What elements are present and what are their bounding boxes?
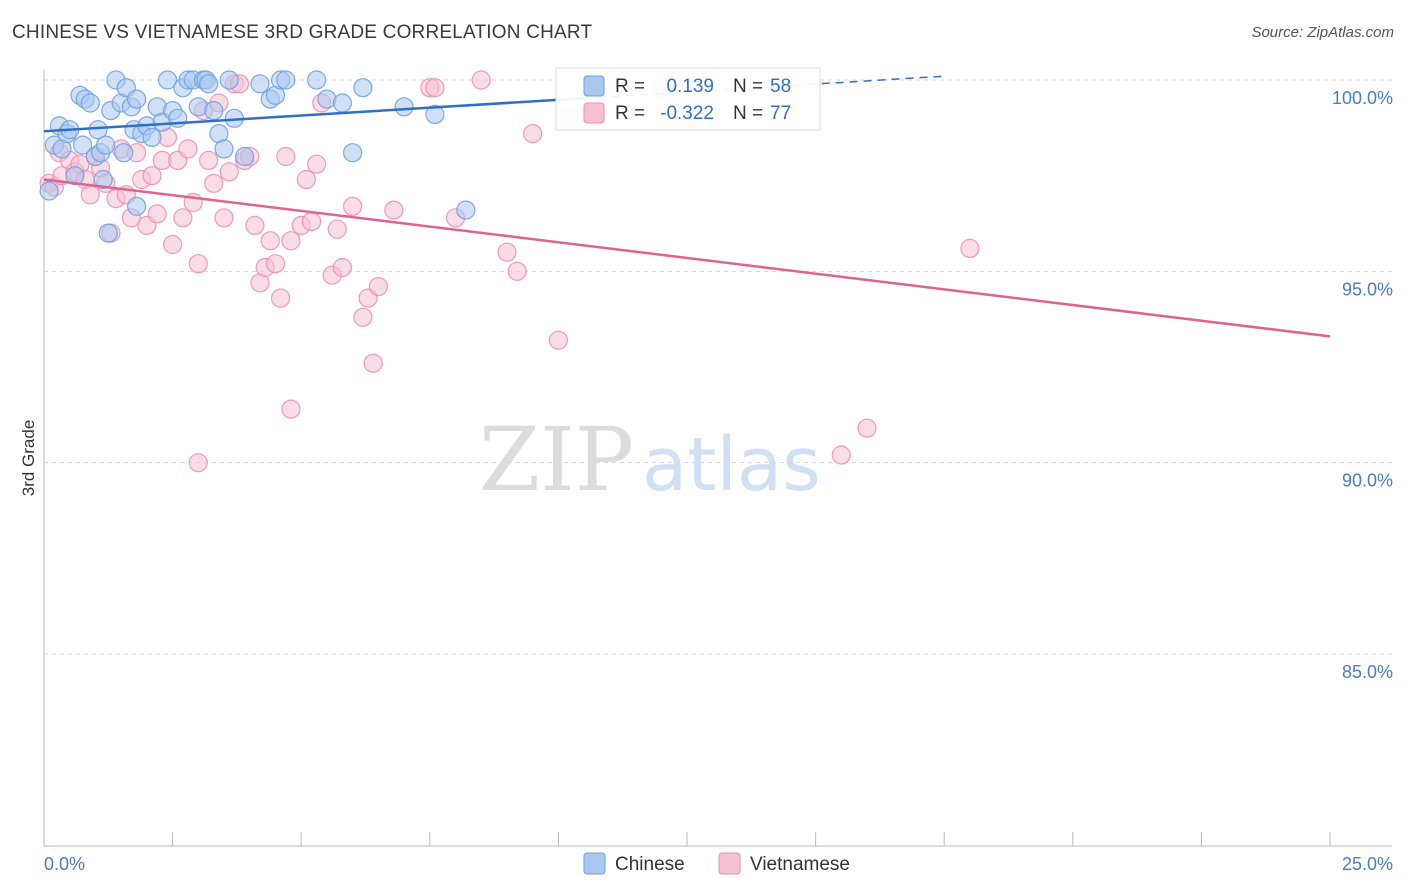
point-vietnamese-24 [163, 234, 183, 255]
point-chinese-26 [142, 127, 162, 147]
point-chinese-23 [127, 89, 147, 109]
point-chinese-45 [250, 74, 270, 94]
point-chinese-49 [276, 70, 296, 90]
point-chinese-50 [307, 70, 327, 90]
y-tick-label-90: 90.0% [1342, 471, 1393, 491]
bottom-legend-swatch-chinese [583, 852, 606, 875]
point-vietnamese-34 [214, 208, 234, 228]
legend-n-label-chinese: N = [733, 76, 763, 97]
y-tick-label-100: 100.0% [1332, 88, 1393, 108]
point-vietnamese-46 [276, 146, 296, 167]
point-chinese-52 [332, 93, 352, 113]
point-vietnamese-75 [960, 238, 980, 258]
point-vietnamese-54 [327, 219, 347, 239]
point-chinese-57 [456, 200, 476, 220]
point-chinese-38 [199, 74, 219, 94]
legend-r-label-chinese: R = [615, 76, 645, 97]
x-ticks [43, 832, 1331, 846]
point-vietnamese-21 [147, 204, 167, 224]
bottom-legend-label-vietnamese: Vietnamese [750, 854, 850, 875]
point-vietnamese-50 [301, 212, 322, 232]
legend-n-value-vietnamese: 77 [770, 103, 791, 124]
point-chinese-8 [72, 135, 93, 155]
point-chinese-19 [114, 143, 134, 163]
point-vietnamese-68 [523, 124, 543, 144]
series-legend: Chinese Vietnamese [583, 852, 850, 875]
point-vietnamese-43 [260, 231, 280, 251]
point-vietnamese-31 [199, 150, 219, 170]
source-label: Source: ZipAtlas.com [1251, 24, 1394, 41]
point-chinese-39 [204, 100, 224, 121]
legend-r-value-vietnamese: -0.322 [660, 103, 714, 124]
chart-title: CHINESE VS VIETNAMESE 3RD GRADE CORRELAT… [12, 22, 593, 43]
point-vietnamese-77 [281, 399, 301, 419]
bottom-legend-label-chinese: Chinese [615, 854, 685, 875]
point-vietnamese-67 [507, 261, 527, 281]
point-vietnamese-74 [857, 418, 877, 438]
point-vietnamese-49 [296, 169, 316, 190]
legend-n-value-chinese: 58 [770, 76, 791, 97]
legend-r-value-chinese: 0.139 [666, 76, 714, 97]
point-vietnamese-26 [173, 208, 193, 228]
legend-swatch-vietnamese [583, 102, 605, 124]
point-chinese-6 [65, 166, 85, 186]
stats-legend: R = 0.139 N = 58 R = -0.322 N = 77 [555, 67, 821, 131]
watermark-atlas: atlas [642, 422, 821, 508]
point-chinese-29 [157, 70, 178, 90]
point-chinese-41 [214, 139, 234, 159]
point-vietnamese-29 [188, 254, 208, 274]
point-vietnamese-57 [353, 307, 373, 327]
point-vietnamese-45 [271, 288, 291, 308]
y-axis-label: 3rd Grade [19, 420, 38, 497]
point-vietnamese-55 [332, 257, 352, 278]
point-chinese-44 [235, 146, 255, 167]
point-chinese-14 [93, 169, 113, 190]
point-vietnamese-61 [384, 200, 404, 220]
point-vietnamese-60 [368, 277, 388, 297]
point-vietnamese-63 [425, 78, 445, 98]
x-tick-label-min: 0.0% [44, 854, 85, 874]
series-chinese-points [39, 70, 476, 243]
point-vietnamese-32 [204, 173, 224, 193]
point-chinese-10 [80, 93, 100, 113]
point-vietnamese-51 [307, 154, 327, 174]
point-vietnamese-44 [265, 254, 286, 274]
point-chinese-54 [353, 78, 373, 98]
point-vietnamese-66 [497, 242, 517, 262]
point-vietnamese-27 [178, 139, 198, 159]
legend-n-label-vietnamese: N = [733, 103, 763, 124]
trend-line-chinese [43, 96, 585, 133]
y-tick-label-95: 95.0% [1342, 279, 1393, 299]
x-tick-label-max: 25.0% [1342, 854, 1393, 874]
bottom-legend-swatch-vietnamese [718, 852, 741, 875]
point-chinese-53 [343, 143, 363, 163]
point-vietnamese-59 [363, 353, 383, 373]
point-vietnamese-56 [343, 196, 363, 216]
point-vietnamese-8 [80, 185, 100, 205]
legend-swatch-chinese [583, 75, 605, 97]
point-chinese-42 [219, 70, 239, 90]
point-chinese-15 [96, 135, 116, 155]
point-vietnamese-69 [548, 330, 569, 350]
point-vietnamese-47 [281, 231, 301, 251]
point-chinese-58 [98, 223, 118, 243]
watermark-zip: ZIP [479, 408, 634, 511]
point-chinese-56 [425, 104, 445, 125]
point-vietnamese-76 [188, 453, 208, 473]
y-tick-label-85: 85.0% [1342, 662, 1393, 682]
point-chinese-0 [39, 181, 59, 201]
point-vietnamese-65 [471, 70, 491, 90]
legend-r-label-vietnamese: R = [615, 103, 645, 124]
watermark: ZIP atlas [479, 408, 821, 511]
point-vietnamese-35 [219, 162, 239, 182]
point-vietnamese-73 [831, 445, 851, 465]
point-vietnamese-20 [142, 166, 162, 186]
point-chinese-55 [394, 97, 414, 117]
trend-line-vietnamese [43, 178, 1331, 338]
y-tick-labels: 85.0% 90.0% 95.0% 100.0% [1332, 88, 1393, 682]
point-chinese-59 [127, 196, 147, 216]
point-vietnamese-40 [245, 215, 265, 235]
